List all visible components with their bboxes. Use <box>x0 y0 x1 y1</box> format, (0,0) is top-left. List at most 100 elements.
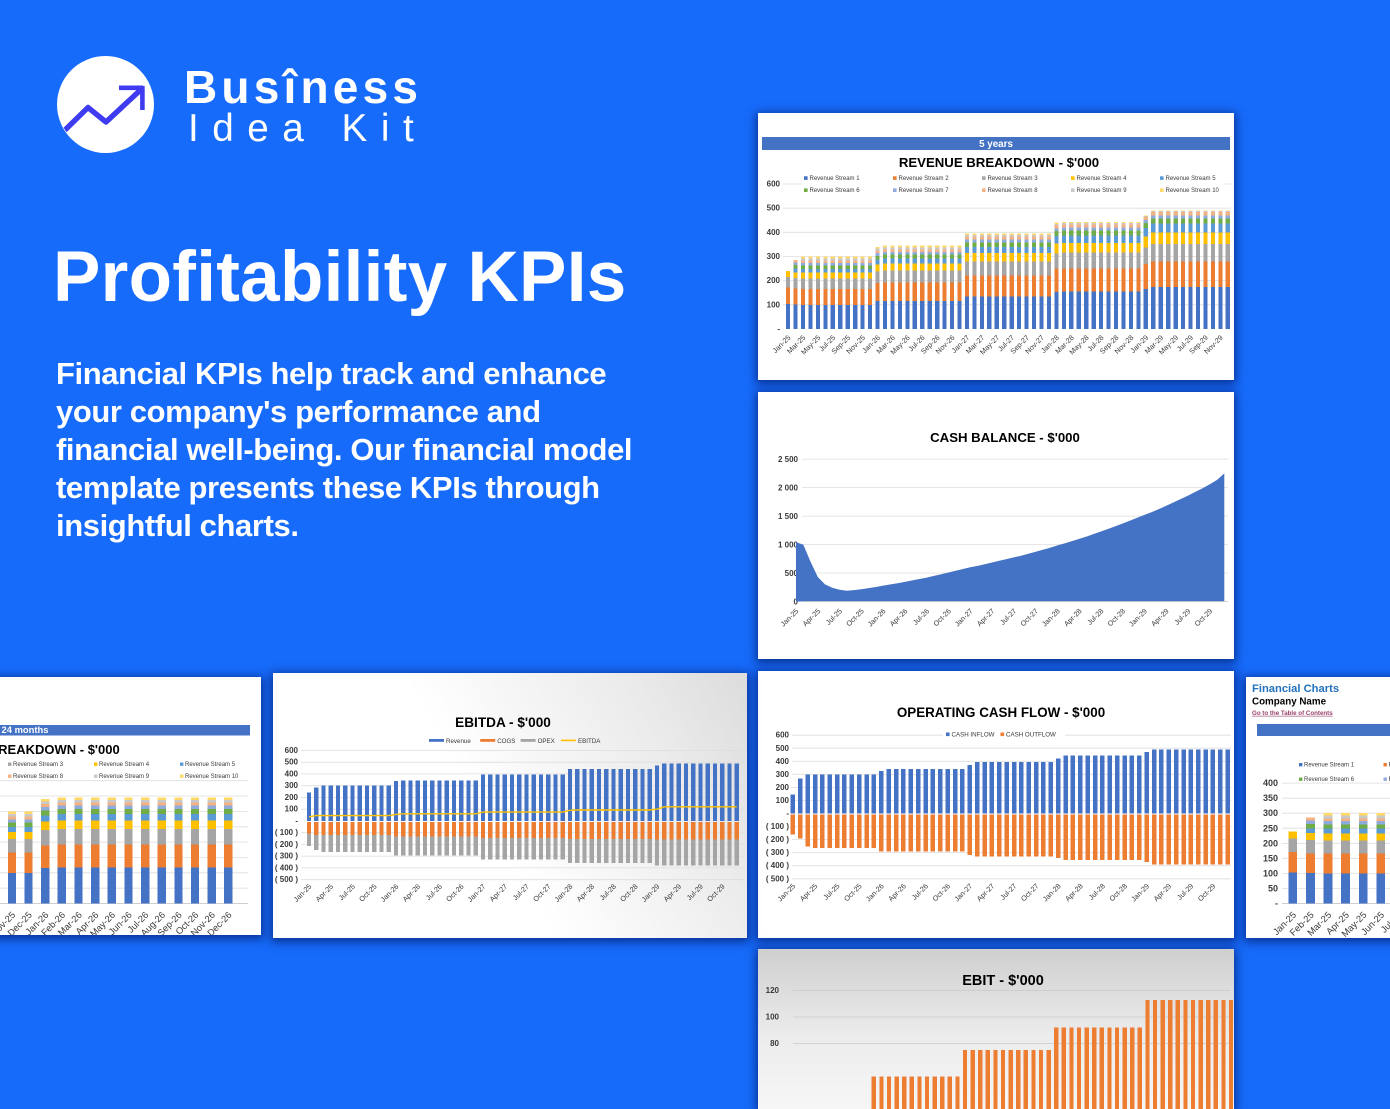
svg-text:EBITDA: EBITDA <box>578 738 601 745</box>
svg-text:CASH BALANCE - $'000: CASH BALANCE - $'000 <box>930 430 1080 445</box>
svg-text:Revenue Stream 1: Revenue Stream 1 <box>1304 763 1355 769</box>
svg-text:100: 100 <box>1263 868 1278 878</box>
svg-text:Apr-27: Apr-27 <box>975 882 997 904</box>
svg-text:( 300 ): ( 300 ) <box>766 848 789 857</box>
svg-text:600: 600 <box>767 179 781 188</box>
svg-text:Financial Charts: Financial Charts <box>1252 683 1339 695</box>
svg-text:Revenue Stream 5: Revenue Stream 5 <box>1166 176 1217 182</box>
svg-text:Jan-26: Jan-26 <box>864 882 886 904</box>
svg-text:COGS: COGS <box>497 738 515 745</box>
svg-text:Oct-27: Oct-27 <box>1018 607 1040 629</box>
svg-text:Apr-28: Apr-28 <box>1063 882 1085 904</box>
svg-text:-: - <box>786 809 789 818</box>
svg-text:Apr-25: Apr-25 <box>314 882 336 904</box>
svg-text:200: 200 <box>767 276 781 285</box>
svg-text:Jul-27: Jul-27 <box>511 882 531 902</box>
svg-text:100: 100 <box>767 300 781 309</box>
svg-text:( 400 ): ( 400 ) <box>275 863 298 872</box>
svg-text:300: 300 <box>1263 808 1278 818</box>
svg-text:Oct-25: Oct-25 <box>844 607 866 629</box>
svg-text:Jul-25: Jul-25 <box>824 607 844 627</box>
svg-text:300: 300 <box>285 781 299 790</box>
svg-text:2 000: 2 000 <box>778 483 799 492</box>
svg-text:Apr-29: Apr-29 <box>1152 882 1174 904</box>
svg-text:600: 600 <box>285 746 299 755</box>
svg-text:Jul-25: Jul-25 <box>337 882 357 902</box>
svg-text:500: 500 <box>776 744 790 753</box>
svg-text:Apr-28: Apr-28 <box>1062 607 1084 629</box>
svg-text:Oct-26: Oct-26 <box>931 607 953 629</box>
svg-text:Oct-27: Oct-27 <box>1019 882 1041 904</box>
svg-text:Jan-26: Jan-26 <box>866 607 888 629</box>
svg-text:1 500: 1 500 <box>778 512 799 521</box>
svg-text:250: 250 <box>1263 823 1278 833</box>
svg-text:100: 100 <box>776 796 790 805</box>
svg-text:Apr-28: Apr-28 <box>575 882 597 904</box>
svg-text:Revenue Stream 10: Revenue Stream 10 <box>1166 188 1220 194</box>
svg-text:Revenue Stream 6: Revenue Stream 6 <box>810 188 861 194</box>
svg-text:Revenue Stream 7: Revenue Stream 7 <box>899 188 950 194</box>
svg-text:Go to the Table of Contents: Go to the Table of Contents <box>1252 710 1333 717</box>
svg-text:Oct-28: Oct-28 <box>1107 882 1129 904</box>
svg-text:Oct-26: Oct-26 <box>444 882 466 904</box>
svg-text:Apr-26: Apr-26 <box>401 882 423 904</box>
svg-text:Oct-25: Oct-25 <box>357 882 379 904</box>
svg-text:100: 100 <box>285 805 299 814</box>
svg-text:200: 200 <box>285 793 299 802</box>
svg-text:100: 100 <box>766 1013 780 1022</box>
svg-text:Jul-28: Jul-28 <box>1087 882 1107 902</box>
svg-text:OPEX: OPEX <box>538 738 555 745</box>
svg-text:Oct-29: Oct-29 <box>1196 882 1218 904</box>
svg-text:200: 200 <box>776 783 790 792</box>
svg-text:Jan-28: Jan-28 <box>1040 607 1062 629</box>
svg-text:Jan-27: Jan-27 <box>466 882 488 904</box>
svg-text:OPERATING CASH FLOW - $'000: OPERATING CASH FLOW - $'000 <box>897 705 1105 720</box>
svg-text:Revenue Stream 4: Revenue Stream 4 <box>1077 176 1128 182</box>
svg-text:Jul-27: Jul-27 <box>998 607 1018 627</box>
svg-text:( 100 ): ( 100 ) <box>275 828 298 837</box>
svg-text:Oct-28: Oct-28 <box>1105 607 1127 629</box>
svg-text:Oct-27: Oct-27 <box>531 882 553 904</box>
svg-text:-: - <box>295 816 298 825</box>
svg-text:REVENUE BREAKDOWN - $'000: REVENUE BREAKDOWN - $'000 <box>899 155 1099 170</box>
svg-text:-: - <box>1275 899 1278 909</box>
svg-text:Jan-28: Jan-28 <box>1041 882 1063 904</box>
svg-text:( 200 ): ( 200 ) <box>766 835 789 844</box>
svg-text:Oct-28: Oct-28 <box>618 882 640 904</box>
svg-text:Revenue Stream 10: Revenue Stream 10 <box>185 774 239 780</box>
svg-text:Jan-29: Jan-29 <box>640 882 662 904</box>
svg-text:Jan-27: Jan-27 <box>952 882 974 904</box>
svg-text:Jul-29: Jul-29 <box>1175 882 1195 902</box>
svg-text:Jul-29: Jul-29 <box>1172 607 1192 627</box>
svg-text:Revenue Stream 9: Revenue Stream 9 <box>1077 188 1128 194</box>
svg-text:Apr-25: Apr-25 <box>798 882 820 904</box>
svg-text:500: 500 <box>767 204 781 213</box>
svg-text:( 100 ): ( 100 ) <box>766 822 789 831</box>
svg-text:50: 50 <box>1268 883 1278 893</box>
svg-text:Jan-29: Jan-29 <box>1129 882 1151 904</box>
svg-text:( 500 ): ( 500 ) <box>275 875 298 884</box>
svg-text:1 000: 1 000 <box>778 540 799 549</box>
svg-text:Revenue Stream 3: Revenue Stream 3 <box>13 762 64 768</box>
svg-text:Apr-27: Apr-27 <box>975 607 997 629</box>
svg-text:Oct-29: Oct-29 <box>1193 607 1215 629</box>
svg-text:( 400 ): ( 400 ) <box>766 861 789 870</box>
svg-text:Jan-29: Jan-29 <box>1127 607 1149 629</box>
svg-text:400: 400 <box>776 757 790 766</box>
svg-text:EBITDA - $'000: EBITDA - $'000 <box>455 715 551 730</box>
svg-text:EBIT - $'000: EBIT - $'000 <box>962 973 1044 989</box>
svg-text:Revenue Stream 2: Revenue Stream 2 <box>899 176 950 182</box>
svg-text:Revenue Stream 5: Revenue Stream 5 <box>185 762 236 768</box>
svg-text:Oct-26: Oct-26 <box>930 882 952 904</box>
svg-text:Revenue Stream 8: Revenue Stream 8 <box>988 188 1039 194</box>
svg-text:( 500 ): ( 500 ) <box>766 874 789 883</box>
svg-text:24 months: 24 months <box>2 724 49 735</box>
svg-text:CASH INFLOW: CASH INFLOW <box>952 731 995 738</box>
svg-text:( 300 ): ( 300 ) <box>275 852 298 861</box>
svg-text:2 500: 2 500 <box>778 455 799 464</box>
svg-text:Apr-26: Apr-26 <box>886 882 908 904</box>
svg-text:120: 120 <box>766 986 780 995</box>
svg-text:Apr-27: Apr-27 <box>488 882 510 904</box>
svg-text:Jan-28: Jan-28 <box>553 882 575 904</box>
svg-text:500: 500 <box>285 758 299 767</box>
